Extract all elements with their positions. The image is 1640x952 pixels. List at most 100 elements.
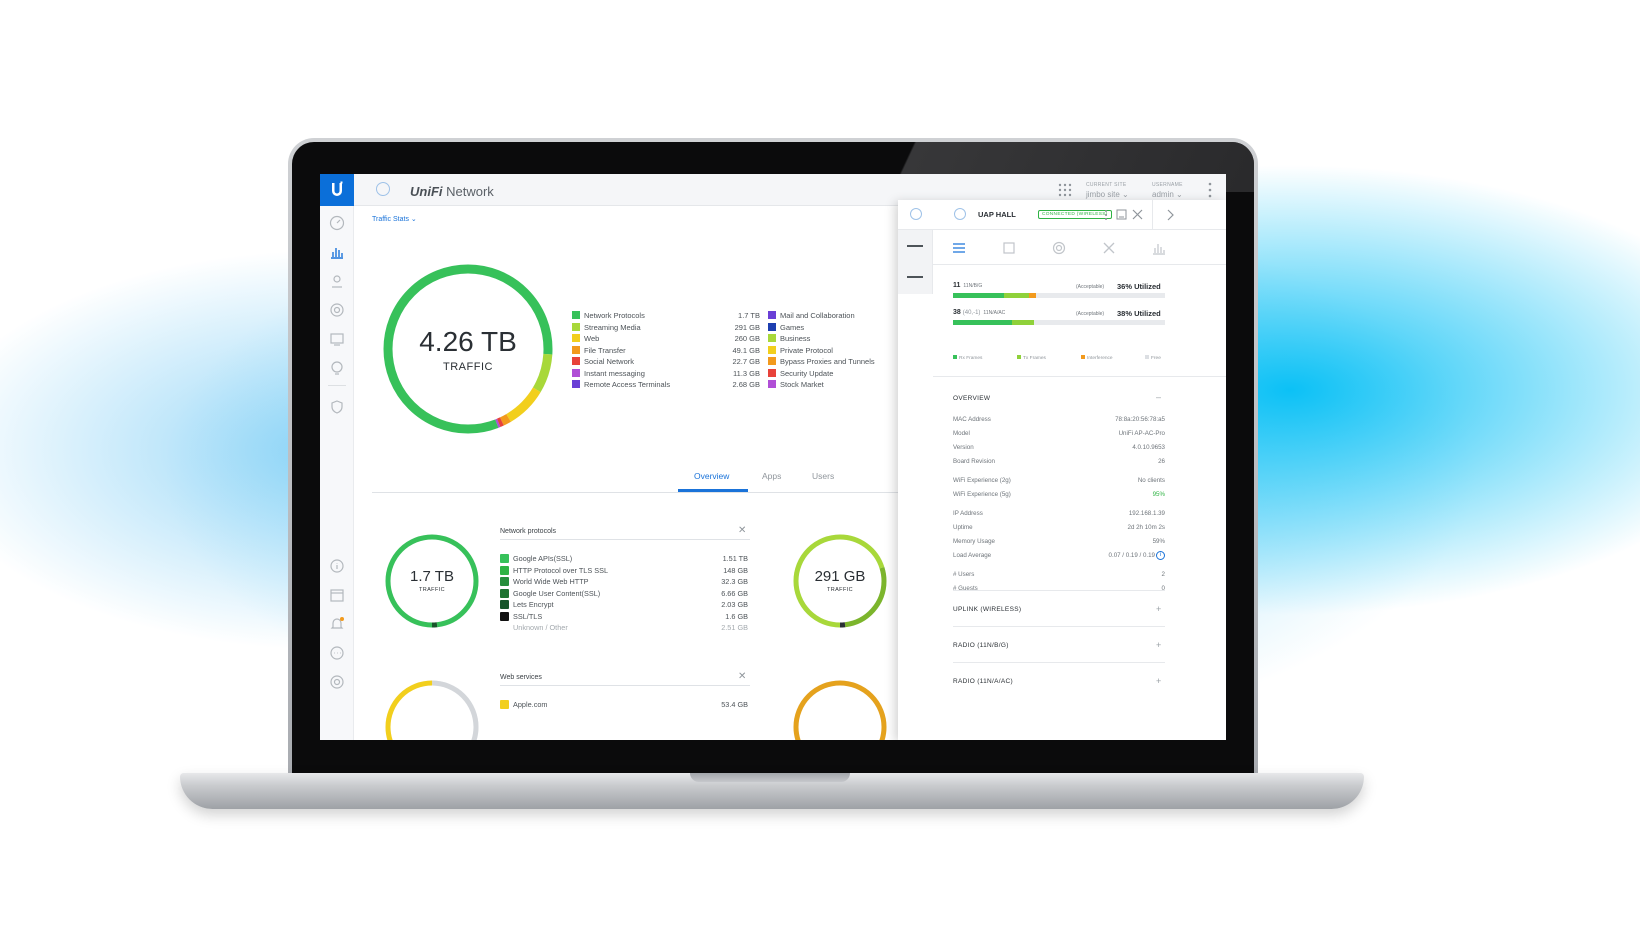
property-label: Version <box>953 444 974 451</box>
calendar-icon[interactable] <box>329 587 345 603</box>
ubiquiti-logo[interactable] <box>320 174 354 206</box>
donut-segment <box>385 534 479 628</box>
file-sharing-donut <box>793 680 887 740</box>
section-divider <box>953 590 1165 591</box>
property-value: 95% <box>1152 491 1165 498</box>
expand-icon[interactable]: + <box>1156 676 1162 686</box>
active-tab-indicator <box>678 489 748 492</box>
more-menu-icon[interactable] <box>1208 182 1212 198</box>
lock-icon <box>500 565 509 575</box>
property-label: Load Average <box>953 552 992 559</box>
network-protocols-donut <box>385 534 479 628</box>
app-screen: UniFi Network CURRENT SITE jimbo site ⌄ … <box>320 174 1226 740</box>
device-list-icon[interactable] <box>910 208 922 220</box>
ssl-icon <box>500 611 509 621</box>
popout-icon[interactable] <box>1116 209 1127 220</box>
clients-icon[interactable] <box>329 331 345 347</box>
legend-value: 2.68 GB <box>732 380 760 389</box>
network-protocols-title: Network protocols <box>500 528 557 535</box>
legend-item: Remote Access Terminals <box>572 380 670 391</box>
section-title[interactable]: RADIO (11N/A/AC) <box>953 678 1013 685</box>
close-icon[interactable] <box>1132 209 1143 220</box>
utilization-tx <box>1003 293 1030 298</box>
legend-swatch <box>572 380 580 388</box>
dashboard-icon[interactable] <box>329 215 345 231</box>
info-icon[interactable] <box>329 558 345 574</box>
legend-swatch <box>572 345 580 354</box>
compact-view-icon[interactable] <box>907 276 923 278</box>
insights-icon[interactable] <box>329 360 345 376</box>
network-protocols-total: 1.7 TB <box>410 568 454 585</box>
apps-grid-icon[interactable] <box>1058 183 1072 197</box>
more-menu-icon[interactable] <box>1104 209 1108 221</box>
total-traffic-donut <box>383 264 553 434</box>
site-status-icon <box>376 182 390 196</box>
legend-item: File Transfer <box>572 345 626 357</box>
legend-swatch <box>768 380 776 388</box>
streaming-media-donut <box>793 534 887 628</box>
username-select[interactable]: admin ⌄ <box>1152 190 1183 199</box>
property-value: 192.168.1.39 <box>1128 510 1165 517</box>
current-site-select[interactable]: jimbo site ⌄ <box>1086 190 1129 199</box>
legend-value: 22.7 GB <box>732 357 760 366</box>
utilization-tx <box>1012 320 1034 325</box>
device-detail-panel: UAP HALL CONNECTED (WIRELESS) 11 11N/B/G (… <box>898 200 1226 740</box>
section-divider <box>953 626 1165 627</box>
legend-item: Bypass Proxies and Tunnels <box>768 357 875 368</box>
radio-quality: (Acceptable) <box>1076 311 1105 317</box>
collapse-icon[interactable]: – <box>1156 392 1162 402</box>
legend-item: Tx Frames <box>1017 355 1046 361</box>
list-view-icon[interactable] <box>907 245 923 247</box>
table-row: Lets Encrypt <box>500 600 554 611</box>
close-icon[interactable]: ✕ <box>738 525 747 536</box>
bell-icon[interactable] <box>329 616 345 632</box>
table-row: HTTP Protocol over TLS SSL <box>500 565 608 577</box>
clients-icon[interactable] <box>1002 241 1016 255</box>
property-label: # Guests <box>953 585 978 592</box>
donut-segment <box>793 534 887 628</box>
section-title[interactable]: UPLINK (WIRELESS) <box>953 606 1022 613</box>
legend-item: Security Update <box>768 368 833 380</box>
total-traffic-label: TRAFFIC <box>443 361 493 373</box>
traffic-stats-dropdown[interactable]: Traffic Stats ⌄ <box>372 216 417 223</box>
property-label: Board Revision <box>953 458 995 465</box>
chat-icon[interactable] <box>329 645 345 661</box>
section-title[interactable]: RADIO (11N/B/G) <box>953 642 1009 649</box>
row-value: 32.3 GB <box>721 577 748 586</box>
tab-apps[interactable]: Apps <box>762 471 782 481</box>
device-status-icon <box>954 208 966 220</box>
tab-overview[interactable]: Overview <box>694 471 730 481</box>
settings-icon[interactable] <box>329 674 345 690</box>
legend-item: Interference <box>1081 355 1113 361</box>
web-services-title: Web services <box>500 674 542 681</box>
expand-icon[interactable]: + <box>1156 604 1162 614</box>
radio-icon[interactable] <box>1052 241 1066 255</box>
row-value: 6.66 GB <box>721 588 748 598</box>
map-icon[interactable] <box>329 273 345 289</box>
property-label: Model <box>953 430 970 437</box>
legend-item: Mail and Collaboration <box>768 311 855 322</box>
radio-utilization-value: 38% Utilized <box>1117 309 1161 318</box>
property-value: 0 <box>1161 585 1165 592</box>
property-value: UniFi AP-AC-Pro <box>1118 430 1165 437</box>
overview-section-title: OVERVIEW <box>953 395 991 402</box>
devices-icon[interactable] <box>329 302 345 318</box>
shield-icon[interactable] <box>329 399 345 415</box>
legend-item: Network Protocols <box>572 311 645 322</box>
app-title: UniFi Network <box>410 184 494 199</box>
close-icon[interactable]: ✕ <box>738 671 747 682</box>
radio-quality: (Acceptable) <box>1076 284 1105 290</box>
details-icon[interactable] <box>952 241 966 255</box>
tools-icon[interactable] <box>1102 241 1116 255</box>
tab-users[interactable]: Users <box>812 471 835 481</box>
donut-segment <box>385 680 479 740</box>
streaming-media-total: 291 GB <box>814 568 866 585</box>
statistics-icon[interactable] <box>1152 241 1166 255</box>
legend-swatch <box>768 334 776 342</box>
property-label: WiFi Experience (5g) <box>953 491 1011 498</box>
expand-icon[interactable]: + <box>1156 640 1162 650</box>
statistics-icon[interactable] <box>329 244 345 260</box>
legend-value: 49.1 GB <box>732 345 760 355</box>
chevron-right-icon[interactable] <box>1166 209 1174 221</box>
device-name: UAP HALL <box>978 210 1016 219</box>
